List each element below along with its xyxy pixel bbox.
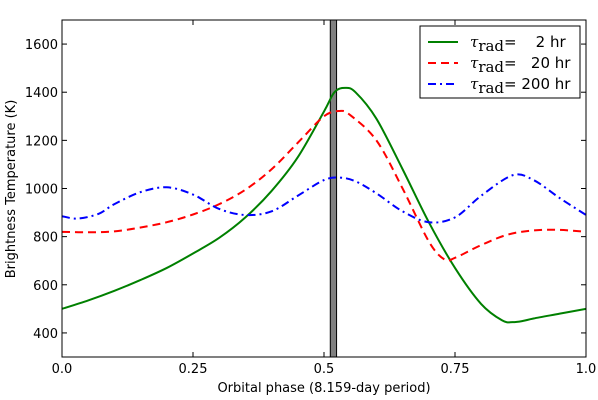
legend-label: τrad= 2 hr [470,33,566,55]
eclipse-band-layer [329,20,338,357]
eclipse-band [329,20,338,357]
series-layer [62,86,586,324]
series-line-1 [62,86,586,324]
legend-entry-3: τrad= 200 hr [428,75,571,97]
series-line-3 [62,173,586,224]
legend-label: τrad= 20 hr [470,54,571,76]
legend-entry-1: τrad= 2 hr [428,33,566,55]
x-tick-label: 0.5 [314,362,335,377]
y-tick-label: 400 [33,327,58,342]
tick-layer: 0.0 0.25 0.5 0.75 1.0 400 600 800 1000 1200 1400 16… [25,20,596,377]
y-tick-label: 1400 [25,86,58,101]
y-tick-label: 1200 [25,134,58,149]
x-tick-label: 0.75 [441,362,470,377]
y-axis-label: Brightness Temperature (K) [4,100,19,279]
series-line-2 [62,109,586,262]
legend-entry-2: τrad= 20 hr [428,54,571,76]
x-tick-label: 0.0 [52,362,73,377]
legend-label: τrad= 200 hr [470,75,571,97]
x-axis-label: Orbital phase (8.159-day period) [217,381,430,396]
y-tick-label: 1000 [25,183,58,198]
x-tick-label: 0.25 [179,362,208,377]
x-tick-label: 1.0 [576,362,597,377]
y-tick-label: 600 [33,279,58,294]
y-tick-label: 800 [33,231,58,246]
y-tick-label: 1600 [25,38,58,53]
